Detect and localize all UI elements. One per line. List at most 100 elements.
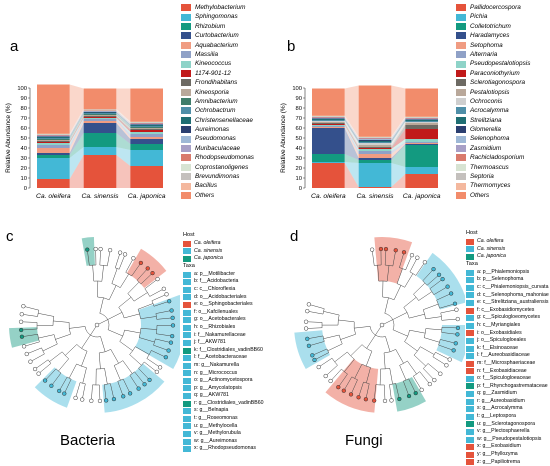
tree-node bbox=[452, 348, 456, 352]
bar-segment-rachicladosporium bbox=[312, 117, 345, 118]
tree-branch bbox=[419, 292, 432, 301]
bar-segment-muribaculaceae bbox=[130, 124, 163, 125]
tree-node bbox=[137, 387, 141, 391]
tree-branch bbox=[21, 322, 37, 323]
bar-segment-aureimonas bbox=[130, 125, 163, 126]
taxa-legend-item: q: g__Zasmidium bbox=[466, 390, 549, 398]
bar-segment-1174-901-12 bbox=[37, 142, 70, 143]
y-tick-label: 10 bbox=[296, 176, 302, 182]
taxa-label: v: g__Plectosphaerella bbox=[477, 428, 530, 436]
taxa-label: u: g__Methylocella bbox=[194, 423, 237, 431]
bar-segment-aquabacterium bbox=[130, 137, 163, 139]
tree-branch bbox=[324, 311, 340, 315]
tree-node bbox=[357, 395, 361, 399]
bar-segment-frondihabitans bbox=[37, 141, 70, 142]
legend-swatch bbox=[466, 399, 474, 405]
legend-swatch bbox=[183, 401, 191, 407]
legend-item: Muribaculaceae bbox=[181, 144, 254, 153]
tree-node bbox=[390, 399, 394, 403]
tree-node bbox=[22, 344, 26, 348]
bar-segment-pseudomonas bbox=[37, 136, 70, 137]
y-tick-label: 30 bbox=[296, 156, 302, 162]
tree-branch bbox=[38, 313, 54, 316]
legend-label: Haradamyces bbox=[470, 31, 509, 40]
taxa-label: e: o__Sphingobacteriales bbox=[194, 301, 253, 309]
taxa-label: j: f__AKW781 bbox=[194, 339, 226, 347]
legend-swatch bbox=[456, 107, 466, 114]
taxa-legend-item: g: c__Spiculogloeomycetes bbox=[466, 314, 549, 322]
legend-swatch bbox=[181, 126, 191, 133]
tree-branch bbox=[384, 353, 385, 369]
tree-node bbox=[394, 248, 398, 252]
legend-swatch bbox=[181, 107, 191, 114]
bar-segment-amnibacterium bbox=[37, 139, 70, 140]
bar-segment-bacillus bbox=[130, 122, 163, 123]
legend-label: Glomerella bbox=[470, 125, 501, 134]
tree-node bbox=[304, 327, 308, 331]
host-label: Ca. sinensis bbox=[194, 248, 222, 256]
y-tick-label: 30 bbox=[21, 156, 27, 162]
taxa-legend-item: q: g__AKW781 bbox=[183, 392, 264, 400]
legend-label: Rachicladosporium bbox=[470, 153, 524, 162]
tree-branch bbox=[100, 249, 101, 265]
bar-segment-muribaculaceae bbox=[84, 111, 117, 112]
taxa-legend-item: j: o__Spiculogloeales bbox=[466, 337, 549, 345]
bar-segment-massilia bbox=[84, 119, 117, 121]
tree-branch bbox=[424, 338, 439, 343]
tree-node bbox=[104, 399, 108, 403]
tree-branch bbox=[384, 385, 385, 401]
legend-swatch bbox=[456, 79, 466, 86]
bar-segment-aquabacterium bbox=[84, 121, 117, 123]
bar-segment-ochroconis bbox=[359, 143, 392, 145]
legend-heading: Host bbox=[466, 230, 549, 238]
tree-branch bbox=[49, 352, 62, 362]
tree-node bbox=[448, 358, 452, 362]
bar-segment-strelitziana bbox=[359, 141, 392, 142]
tree-branch bbox=[338, 320, 354, 322]
tree-node bbox=[456, 326, 460, 330]
tree-node bbox=[155, 370, 159, 374]
taxa-legend-item: n: f__Exobasidiaceae bbox=[466, 368, 549, 376]
y-tick-label: 60 bbox=[21, 126, 27, 132]
taxa-label: p: g__Amycolatopsis bbox=[194, 385, 242, 393]
legend-swatch bbox=[466, 323, 474, 329]
taxa-legend-item: f: o__Kafcilenuales bbox=[183, 309, 264, 317]
legend-swatch bbox=[183, 340, 191, 346]
category-label: Ca. oleifera bbox=[311, 193, 346, 200]
taxa-legend-item: i: o__Exobasidiales bbox=[466, 330, 549, 338]
bar-segment-ochrobactrum bbox=[130, 126, 163, 127]
legend-swatch bbox=[183, 332, 191, 338]
taxa-legend-item: z: g__Papiliotrema bbox=[466, 459, 549, 466]
legend-swatch bbox=[466, 254, 474, 260]
tree-branch bbox=[30, 354, 44, 362]
taxa-legend-item: i: f__Nakamurellaceae bbox=[183, 332, 264, 340]
legend-swatch bbox=[456, 42, 466, 49]
legend-swatch bbox=[456, 117, 466, 124]
tree-node bbox=[402, 250, 406, 254]
bar-segment-curtobacterium bbox=[84, 123, 117, 133]
tree-node bbox=[456, 317, 460, 321]
tree-branch bbox=[150, 289, 164, 297]
legend-swatch bbox=[183, 416, 191, 422]
legend-item: Thermomyces bbox=[456, 181, 530, 190]
legend-swatch bbox=[466, 346, 474, 352]
taxa-label: x: g__Exobasidium bbox=[477, 443, 521, 451]
taxa-label: f: o__Kafcilenuales bbox=[194, 309, 238, 317]
taxa-legend-item: f: c__Exobasidiomycetes bbox=[466, 307, 549, 315]
bar-segment-acrocalymma bbox=[312, 120, 345, 121]
tree-branch bbox=[307, 311, 323, 314]
host-label: Ca. oleifera bbox=[477, 238, 504, 246]
bar-segment-pallidocercospora bbox=[359, 187, 392, 188]
legend-swatch bbox=[183, 348, 191, 354]
legend-item: Sclerotiagonospora bbox=[456, 78, 530, 87]
legend-swatch bbox=[183, 302, 191, 308]
legend-swatch bbox=[181, 70, 191, 77]
legend-swatch bbox=[183, 279, 191, 285]
bar-segment-pichia bbox=[405, 167, 438, 174]
taxa-legend-item: h: c__Myriangiales bbox=[466, 322, 549, 330]
taxa-legend-item: o: f__Spiculogloeaceae bbox=[466, 375, 549, 383]
taxa-label: s: g__Belnapia bbox=[194, 407, 228, 415]
tree-node bbox=[128, 392, 132, 396]
taxa-legend-item: r: g__Clostridiales_vadinBB60 bbox=[183, 400, 264, 408]
legend-item: Pestalotiopsis bbox=[456, 88, 530, 97]
